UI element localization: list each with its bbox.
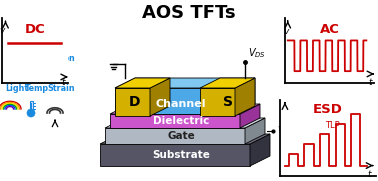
Polygon shape	[245, 118, 265, 144]
Text: RH%  Radiation: RH% Radiation	[5, 54, 75, 63]
Text: AOS TFTs: AOS TFTs	[142, 4, 236, 22]
Text: Dielectric: Dielectric	[153, 116, 209, 126]
Polygon shape	[250, 134, 270, 166]
Text: t: t	[368, 170, 371, 179]
Text: TLP: TLP	[325, 121, 340, 130]
Text: 💧: 💧	[8, 66, 15, 79]
Text: v: v	[0, 26, 5, 35]
Text: Temp: Temp	[25, 84, 49, 93]
Polygon shape	[200, 88, 235, 116]
Polygon shape	[115, 88, 150, 116]
Polygon shape	[235, 78, 255, 116]
Text: v: v	[283, 27, 288, 36]
Text: Substrate: Substrate	[152, 150, 210, 160]
Text: Light: Light	[5, 84, 28, 93]
Polygon shape	[105, 118, 265, 128]
Polygon shape	[200, 78, 255, 88]
Text: ESD: ESD	[313, 103, 343, 116]
Text: $V_{DS}$: $V_{DS}$	[248, 46, 266, 60]
Bar	[29, 101, 33, 113]
Text: Channel: Channel	[156, 99, 206, 109]
Polygon shape	[110, 104, 260, 114]
Text: Gate: Gate	[167, 131, 195, 141]
Bar	[30, 103, 32, 111]
Circle shape	[27, 109, 35, 117]
Text: DC: DC	[25, 23, 45, 36]
Polygon shape	[100, 134, 270, 144]
Polygon shape	[115, 88, 235, 114]
Polygon shape	[110, 114, 240, 128]
Polygon shape	[240, 104, 260, 128]
Polygon shape	[115, 78, 170, 88]
Text: S: S	[223, 95, 232, 109]
Text: t: t	[62, 78, 65, 87]
Polygon shape	[100, 144, 250, 166]
Text: t: t	[369, 78, 372, 87]
Polygon shape	[235, 78, 255, 114]
Polygon shape	[150, 78, 170, 116]
Text: D: D	[129, 95, 140, 109]
Text: Strain: Strain	[47, 84, 74, 93]
Text: $V_{GS}$: $V_{GS}$	[277, 125, 294, 137]
Circle shape	[37, 71, 42, 77]
Text: AC: AC	[320, 23, 340, 36]
Circle shape	[31, 65, 49, 83]
Polygon shape	[115, 78, 255, 88]
Polygon shape	[105, 128, 245, 144]
